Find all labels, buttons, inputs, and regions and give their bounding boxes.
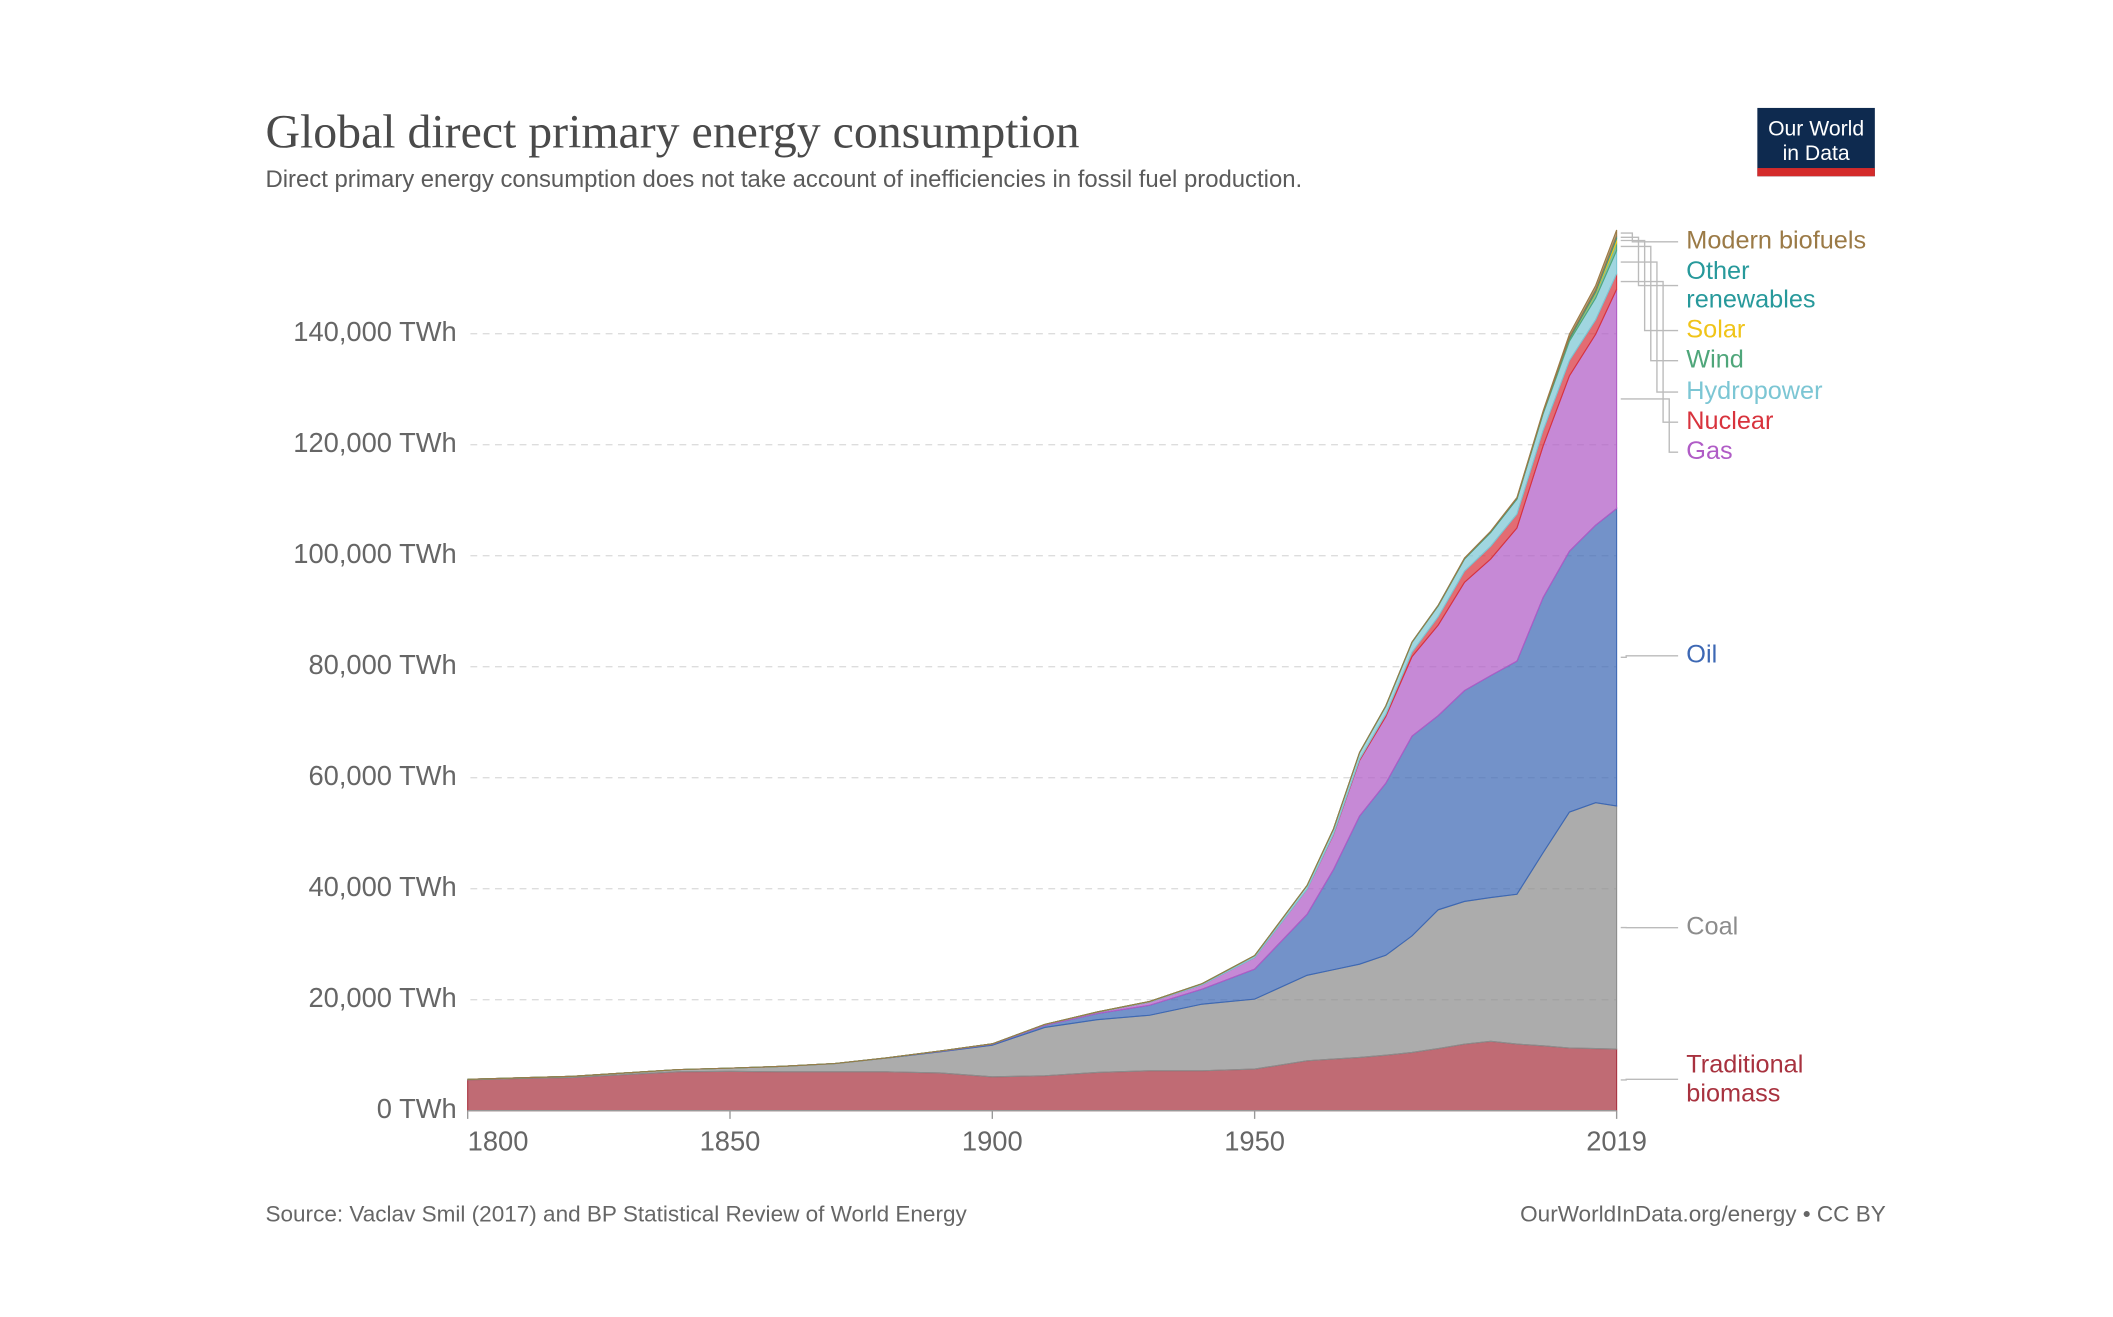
leader-line [1620,232,1679,243]
logo-box [1757,107,1875,177]
logo-bar [1757,168,1875,177]
legend-label: Solar [1686,315,1745,343]
leader-line [1620,1078,1679,1081]
source: Source: Vaclav Smil (2017) and BP Statis… [265,1201,967,1226]
license: OurWorldInData.org/energy • CC BY [1520,1201,1886,1226]
x-tick-label: 1850 [700,1126,761,1157]
legend-label: Gas [1686,437,1732,465]
leader-line [1620,236,1679,287]
x-tick-label: 1800 [468,1126,529,1157]
legend-label: Nuclear [1686,407,1773,435]
x-tick-label: 1900 [962,1126,1023,1157]
leader-line [1620,655,1679,658]
x-tick-label: 2019 [1586,1126,1647,1157]
y-tick-label: 60,000 TWh [308,760,456,791]
chart-subtitle: Direct primary energy consumption does n… [265,166,1302,193]
area [467,229,1618,1080]
legend-label: Hydropower [1686,377,1822,405]
leader-line [1620,245,1679,362]
x-tick-label: 1950 [1224,1126,1285,1157]
legend-label: Oil [1686,640,1717,668]
y-tick-label: 100,000 TWh [293,538,456,569]
y-tick-label: 0 TWh [377,1093,457,1124]
legend-label: Wind [1686,345,1744,373]
legend-label: Modern biofuels [1686,226,1866,254]
legend-label: Traditional biomass [1686,1050,1803,1107]
y-tick-label: 20,000 TWh [308,982,456,1013]
leader-line [1620,398,1679,453]
leader-line [1620,280,1679,423]
y-tick-label: 80,000 TWh [308,649,456,680]
y-tick-label: 120,000 TWh [293,427,456,458]
legend-label: Other renewables [1686,257,1815,314]
y-tick-label: 140,000 TWh [293,316,456,347]
chart-title: Global direct primary energy consumption [265,106,1079,159]
logo: Our World in Data [1757,107,1875,177]
logo-text: Our World in Data [1768,117,1864,165]
y-tick-label: 40,000 TWh [308,871,456,902]
legend-label: Coal [1686,912,1738,940]
